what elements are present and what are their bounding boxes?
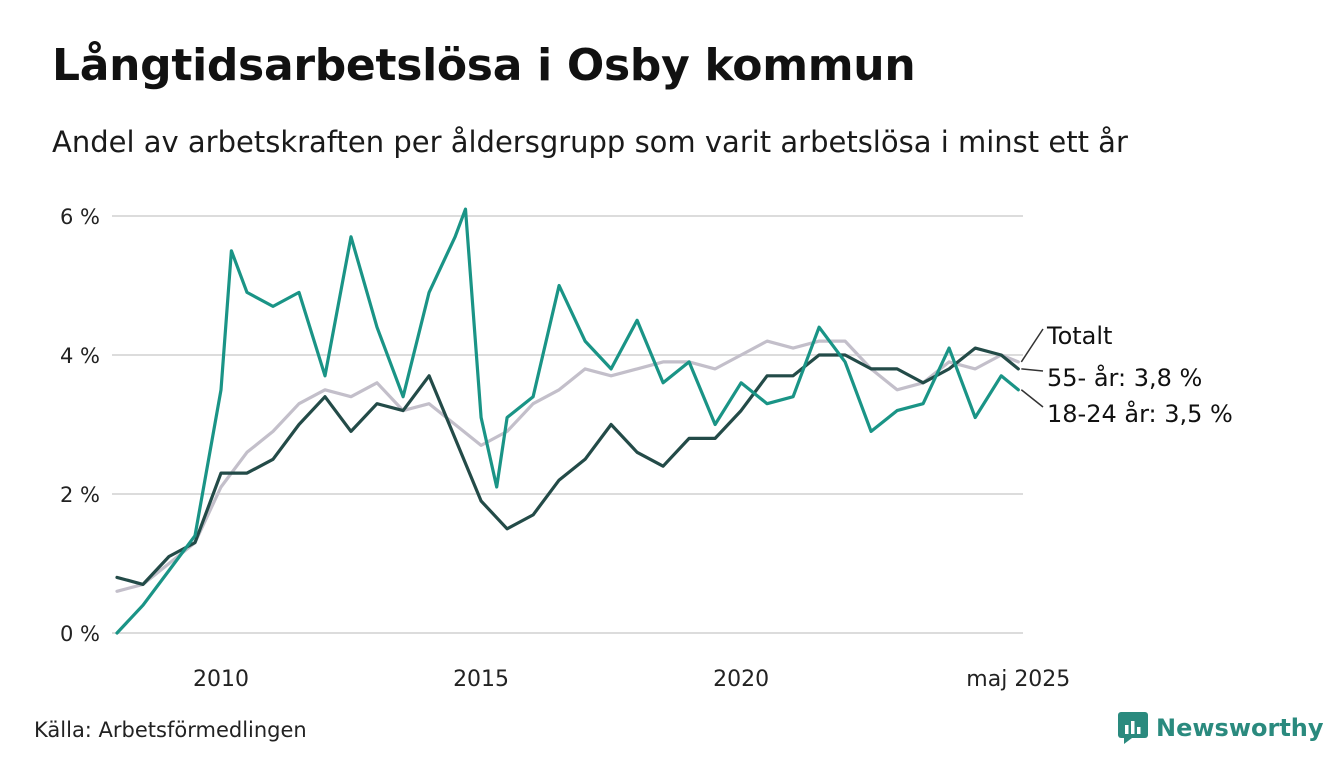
series-line-1 — [115, 346, 1020, 586]
x-tick-label: 2020 — [713, 667, 769, 692]
label-connector-0 — [1020, 328, 1044, 363]
x-tick-label: maj 2025 — [966, 667, 1070, 692]
series-line-0 — [115, 339, 1020, 593]
line-chart: 0 % 2 % 4 % 6 % 2010 2015 2020 maj 2025 Totalt… — [60, 205, 1233, 692]
x-axis: 2010 2015 2020 maj 2025 — [193, 667, 1070, 692]
x-tick-label: 2015 — [453, 667, 509, 692]
chart-title: Långtidsarbetslösa i Osby kommun — [52, 40, 916, 91]
brand-logo: Newsworthy — [1118, 712, 1324, 744]
brand-name: Newsworthy — [1156, 714, 1324, 742]
y-axis: 0 % 2 % 4 % 6 % — [60, 205, 100, 646]
label-connector-2 — [1020, 389, 1044, 408]
y-tick-label: 6 % — [60, 205, 100, 229]
y-tick-label: 4 % — [60, 344, 100, 368]
newsworthy-logo-icon — [1118, 712, 1148, 744]
y-tick-label: 2 % — [60, 483, 100, 507]
series-line-2 — [115, 207, 1020, 635]
series-label-1: 55- år: 3,8 % — [1047, 363, 1202, 392]
y-tick-label: 0 % — [60, 622, 100, 646]
series-lines — [115, 207, 1020, 635]
grid-lines — [112, 215, 1023, 634]
chart-subtitle: Andel av arbetskraften per åldersgrupp s… — [52, 125, 1128, 159]
x-tick-label: 2010 — [193, 667, 249, 692]
series-label-0: Totalt — [1046, 322, 1112, 350]
series-label-2: 18-24 år: 3,5 % — [1047, 399, 1233, 428]
source-note: Källa: Arbetsförmedlingen — [34, 718, 307, 742]
label-connector-1 — [1021, 368, 1044, 372]
series-labels: Totalt 55- år: 3,8 % 18-24 år: 3,5 % — [1020, 322, 1233, 428]
